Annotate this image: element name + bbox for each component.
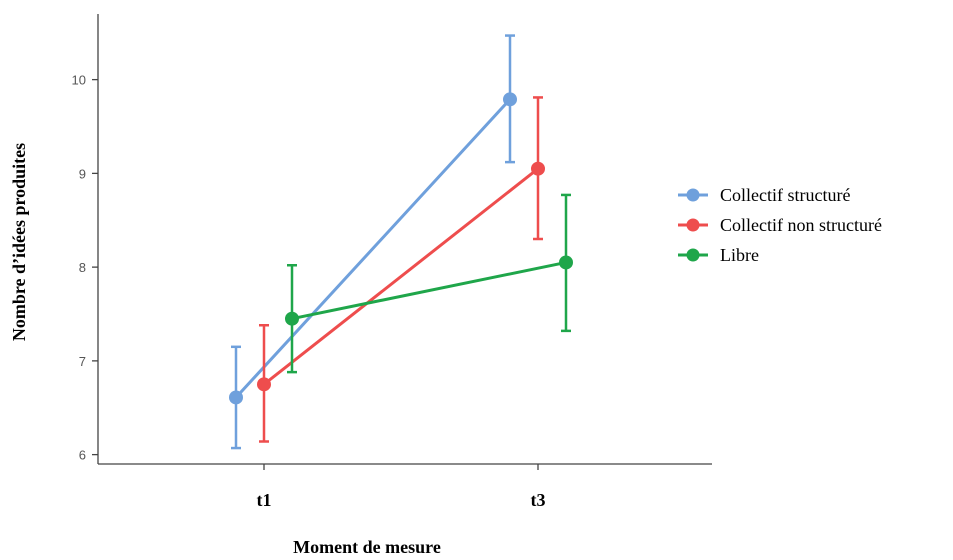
legend-item: Collectif non structuré bbox=[678, 215, 882, 235]
x-ticks: t1 t3 bbox=[257, 464, 546, 510]
x-axis-title: Moment de mesure bbox=[293, 537, 441, 557]
legend-label: Collectif non structuré bbox=[720, 215, 882, 235]
series-2 bbox=[257, 96, 545, 443]
legend-label: Libre bbox=[720, 245, 759, 265]
legend-label: Collectif structuré bbox=[720, 185, 850, 205]
data-point bbox=[503, 92, 517, 107]
series-1 bbox=[229, 34, 517, 450]
series-layer bbox=[229, 34, 573, 450]
data-point bbox=[257, 377, 271, 392]
data-point bbox=[559, 255, 573, 270]
legend: Collectif structuré Collectif non structu… bbox=[678, 185, 882, 265]
series-line bbox=[234, 98, 512, 399]
x-tick-label: t1 bbox=[257, 490, 272, 510]
y-tick-label: 6 bbox=[79, 448, 86, 463]
legend-item: Collectif structuré bbox=[678, 185, 850, 205]
y-axis-title: Nombre d’idées produites bbox=[9, 143, 29, 341]
y-tick-label: 7 bbox=[79, 354, 86, 369]
legend-marker bbox=[686, 248, 700, 262]
data-point bbox=[285, 311, 299, 326]
series-line bbox=[263, 167, 539, 386]
legend-marker bbox=[686, 188, 700, 202]
y-tick-label: 8 bbox=[79, 260, 86, 275]
y-tick-label: 9 bbox=[79, 166, 86, 181]
y-tick-label: 10 bbox=[72, 73, 86, 88]
data-point bbox=[229, 390, 243, 405]
y-ticks: 6 7 8 9 10 bbox=[72, 73, 98, 463]
series-3 bbox=[285, 193, 573, 374]
legend-item: Libre bbox=[678, 245, 759, 265]
x-tick-label: t3 bbox=[531, 490, 546, 510]
series-line bbox=[291, 260, 567, 321]
legend-marker bbox=[686, 218, 700, 232]
data-point bbox=[531, 161, 545, 176]
